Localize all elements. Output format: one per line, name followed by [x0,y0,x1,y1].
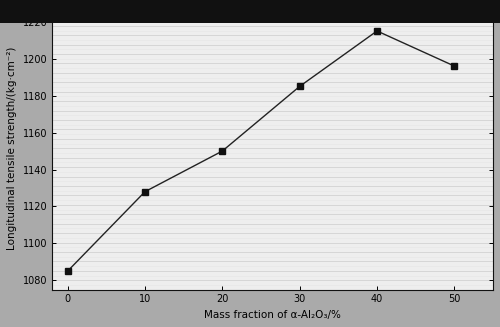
X-axis label: Mass fraction of α-Al₂O₃/%: Mass fraction of α-Al₂O₃/% [204,310,341,320]
Y-axis label: Longitudinal tensile strength/(kg·cm⁻²): Longitudinal tensile strength/(kg·cm⁻²) [7,47,17,250]
